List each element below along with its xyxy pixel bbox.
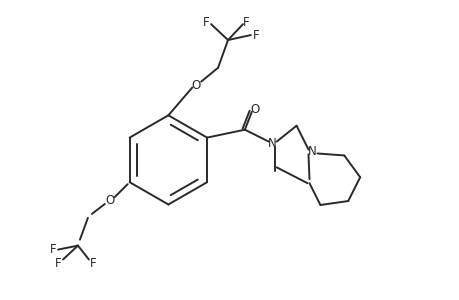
- Text: O: O: [250, 103, 259, 116]
- Text: F: F: [202, 16, 209, 29]
- Text: N: N: [268, 137, 276, 150]
- Text: F: F: [252, 28, 258, 42]
- Text: F: F: [55, 257, 61, 270]
- Text: F: F: [50, 243, 56, 256]
- Text: O: O: [105, 194, 114, 206]
- Text: N: N: [308, 145, 316, 158]
- Text: O: O: [191, 79, 201, 92]
- Text: F: F: [90, 257, 96, 270]
- Text: F: F: [242, 16, 249, 29]
